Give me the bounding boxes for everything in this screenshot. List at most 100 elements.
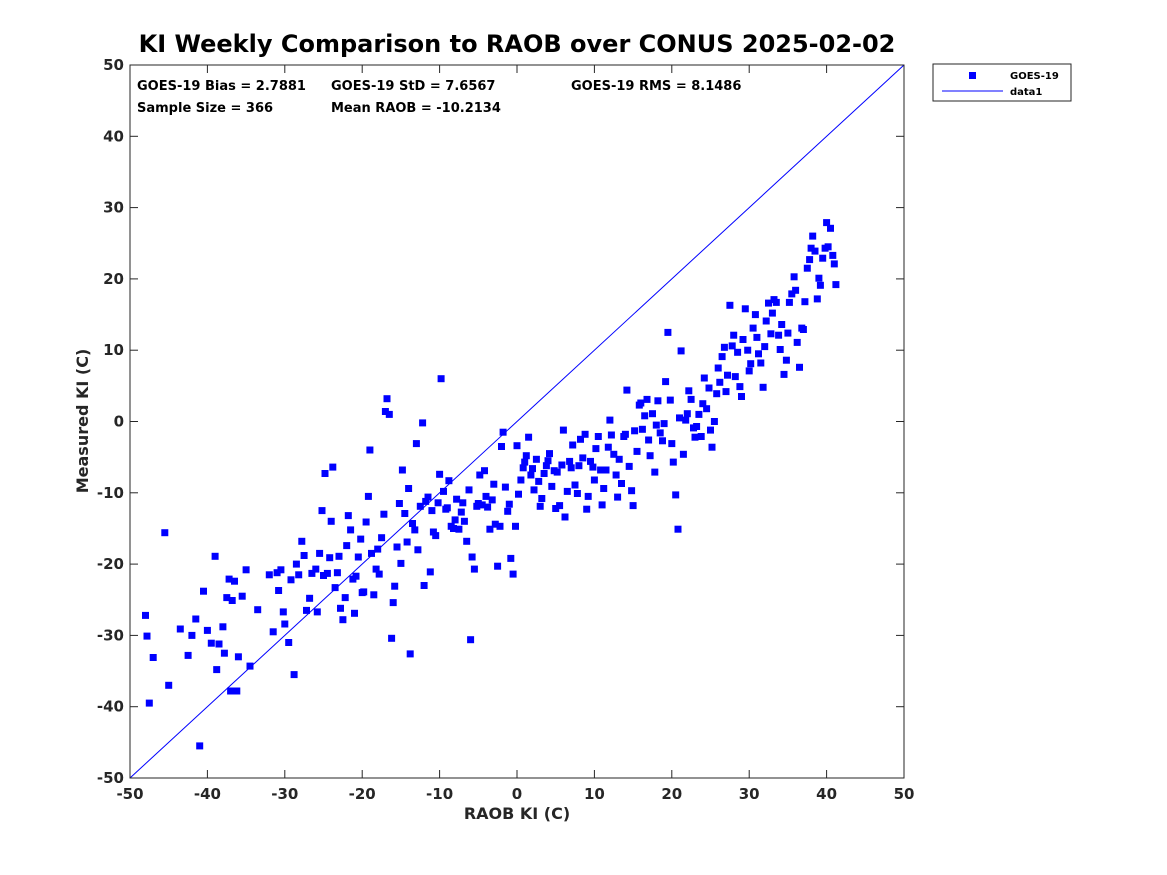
data-point-290 <box>782 356 790 364</box>
data-point-115 <box>443 504 451 512</box>
data-point-275 <box>753 333 761 341</box>
data-point-111 <box>436 470 444 478</box>
data-point-23 <box>231 577 238 585</box>
data-point-171 <box>552 505 560 512</box>
y-tick-label: -50 <box>97 769 124 787</box>
data-point-191 <box>590 476 598 484</box>
data-point-238 <box>682 416 690 424</box>
data-point-280 <box>762 317 770 325</box>
data-point-200 <box>607 431 615 439</box>
data-point-46 <box>308 569 316 577</box>
data-point-296 <box>793 338 801 346</box>
data-point-56 <box>329 463 337 471</box>
data-point-37 <box>285 639 293 646</box>
data-point-302 <box>806 256 814 264</box>
data-point-255 <box>714 364 722 372</box>
y-axis: 50 40 30 20 10 0 -10 -20 -30 -40 -50 <box>97 56 904 787</box>
y-tick-label: -10 <box>97 484 124 502</box>
data-point-297 <box>796 363 803 371</box>
data-point-281 <box>765 299 772 307</box>
data-point-175 <box>559 426 567 434</box>
data-point-104 <box>422 497 430 505</box>
data-point-11 <box>200 587 207 595</box>
data-point-312 <box>824 243 832 251</box>
data-point-185 <box>579 454 587 462</box>
data-point-258 <box>720 343 728 351</box>
data-point-303 <box>807 244 815 252</box>
data-point-203 <box>614 493 622 501</box>
data-point-30 <box>265 571 273 579</box>
x-tick-label: -20 <box>349 785 376 803</box>
data-point-48 <box>313 608 321 616</box>
data-point-140 <box>491 520 499 528</box>
data-point-250 <box>705 384 713 392</box>
data-point-254 <box>713 390 721 398</box>
data-point-222 <box>651 468 659 476</box>
data-point-6 <box>176 625 184 633</box>
data-point-256 <box>716 378 724 386</box>
data-point-279 <box>761 343 769 351</box>
data-point-234 <box>674 525 682 533</box>
data-point-35 <box>279 608 287 616</box>
data-point-211 <box>629 502 637 510</box>
data-point-99 <box>412 440 420 448</box>
data-point-4 <box>165 681 173 689</box>
data-point-38 <box>287 576 295 584</box>
data-point-227 <box>660 420 668 428</box>
data-point-79 <box>374 545 382 553</box>
data-point-193 <box>594 433 602 440</box>
data-point-87 <box>389 599 397 607</box>
data-point-208 <box>623 386 631 394</box>
data-point-278 <box>759 383 767 391</box>
data-point-309 <box>819 254 827 262</box>
data-point-173 <box>556 502 564 510</box>
data-point-45 <box>306 594 314 602</box>
data-point-316 <box>832 281 840 289</box>
data-point-315 <box>830 260 838 268</box>
data-point-165 <box>540 470 548 477</box>
data-point-216 <box>638 425 646 433</box>
data-point-197 <box>602 466 610 474</box>
data-point-60 <box>337 604 344 612</box>
data-point-1 <box>143 632 151 640</box>
data-point-42 <box>298 537 306 545</box>
x-tick-label: 0 <box>512 785 522 803</box>
legend-box <box>932 63 1072 102</box>
data-point-73 <box>362 518 370 526</box>
data-point-311 <box>823 219 831 227</box>
data-point-96 <box>406 650 414 658</box>
data-point-47 <box>312 565 320 573</box>
data-point-272 <box>747 360 755 368</box>
data-point-108 <box>429 528 437 536</box>
y-tick-label: 0 <box>114 413 124 431</box>
x-tick-label: 30 <box>739 785 760 803</box>
data-point-105 <box>424 493 432 501</box>
data-point-28 <box>246 662 254 670</box>
data-point-232 <box>669 458 677 466</box>
data-point-12 <box>203 626 211 634</box>
data-point-218 <box>643 395 651 403</box>
data-point-204 <box>615 455 623 463</box>
stat-std: GOES-19 StD = 7.6567 <box>331 79 495 94</box>
data-point-304 <box>809 232 817 240</box>
data-point-289 <box>780 370 788 378</box>
data-point-260 <box>724 371 731 379</box>
data-point-188 <box>584 492 592 500</box>
data-point-270 <box>744 346 752 354</box>
data-point-80 <box>375 570 383 578</box>
data-point-237 <box>679 450 687 458</box>
data-point-199 <box>606 416 614 424</box>
data-point-202 <box>612 471 620 479</box>
data-point-265 <box>734 348 742 356</box>
data-point-292 <box>785 298 793 306</box>
data-point-151 <box>513 442 521 450</box>
data-point-266 <box>736 383 744 391</box>
data-point-27 <box>242 566 250 574</box>
data-point-239 <box>683 410 691 418</box>
data-point-267 <box>738 393 745 400</box>
data-point-217 <box>641 412 649 420</box>
data-point-20 <box>225 575 233 583</box>
data-point-236 <box>677 347 685 355</box>
data-point-134 <box>481 467 488 475</box>
data-point-144 <box>499 428 507 436</box>
